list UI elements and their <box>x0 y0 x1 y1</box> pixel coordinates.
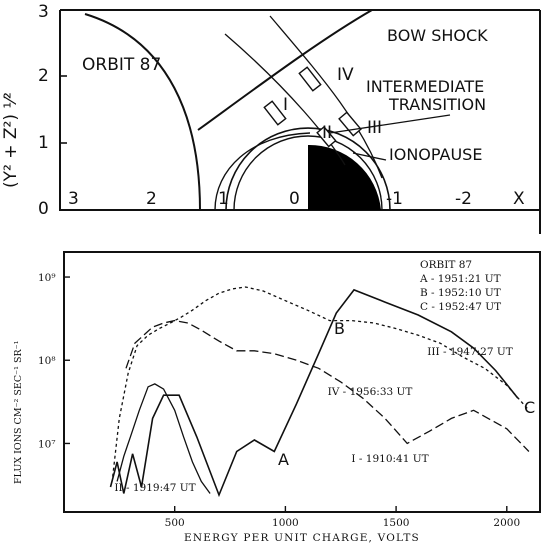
ionopause-outer <box>225 127 391 211</box>
diagram-y-axis-label: (Y² + Z²) ¹⁄² <box>1 92 21 188</box>
chart-x-axis-label: ENERGY PER UNIT CHARGE, VOLTS <box>184 532 420 544</box>
bow-shock-curve <box>84 13 201 211</box>
series-line-2 <box>125 319 530 452</box>
chart-ticks: 500 1000 1500 2000 10⁷ 10⁸ 10⁹ <box>38 272 520 529</box>
x-tick-1: 1 <box>218 189 229 209</box>
legend-entry-b: B - 1952:10 UT <box>420 287 501 299</box>
y-tick-label: 10⁹ <box>38 272 56 284</box>
label-bow-shock: BOW SHOCK <box>387 26 488 45</box>
x-tick-label: 2000 <box>493 517 520 529</box>
point-label-c: C <box>524 398 535 417</box>
series-label-2: IV - 1956:33 UT <box>328 386 413 398</box>
legend-title: ORBIT 87 <box>420 259 472 271</box>
segment-box-ii <box>316 125 337 148</box>
x-tick-label: 1000 <box>272 517 299 529</box>
y-tick-0: 0 <box>38 199 49 219</box>
point-label-a: A <box>278 450 289 469</box>
chart-frame <box>63 251 541 513</box>
chart-legend: ORBIT 87 A - 1951:21 UT B - 1952:10 UT C… <box>419 259 501 313</box>
legend-entry-c: C - 1952:47 UT <box>420 301 501 313</box>
label-ionopause: IONOPAUSE <box>389 145 482 164</box>
marker-i: I <box>283 95 288 115</box>
x-axis-letter: X <box>513 189 525 209</box>
x-tick-neg2: -2 <box>455 189 472 209</box>
bow-shock-curve-upper <box>197 9 373 131</box>
series-label-1: III - 1947:27 UT <box>427 346 512 358</box>
marker-ii: II <box>322 123 332 143</box>
series-label-3: I - 1910:41 UT <box>351 453 428 465</box>
chart-y-axis-label: FLUX IONS CM⁻² SEC⁻¹ SR⁻¹ <box>13 340 24 484</box>
series-line-4 <box>116 383 211 494</box>
planet-night-side <box>308 144 381 210</box>
orbit-diagram: 0 1 2 3 (Y² + Z²) ¹⁄² 3 2 1 0 -1 -2 X <box>1 2 541 234</box>
y-tick-3: 3 <box>38 2 49 22</box>
marker-iv: IV <box>337 65 354 85</box>
x-tick-label: 500 <box>165 517 185 529</box>
label-intermediate-transition: INTERMEDIATE TRANSITION <box>366 77 486 114</box>
segment-box-iv <box>298 66 322 92</box>
series-line-3 <box>112 286 530 477</box>
series-label-4: II - 1919:47 UT <box>114 482 195 494</box>
intermediate-transition-pointer <box>329 114 451 134</box>
chart-lines <box>109 286 530 498</box>
chart-series-labels: III - 1947:27 UT IV - 1956:33 UT I - 1910:… <box>114 346 512 494</box>
marker-iii: III <box>367 118 382 138</box>
x-tick-label: 1500 <box>383 517 410 529</box>
diagram-y-axis: 0 1 2 3 (Y² + Z²) ¹⁄² <box>1 2 67 219</box>
intermediate-boundary <box>214 132 311 211</box>
legend-entry-a: A - 1951:21 UT <box>419 273 501 285</box>
segment-box-i <box>263 100 287 126</box>
x-tick-2: 2 <box>146 189 157 209</box>
y-tick-2: 2 <box>38 66 49 86</box>
flux-chart: 500 1000 1500 2000 10⁷ 10⁸ 10⁹ III - 1947:27 U… <box>13 251 541 544</box>
diagram-x-axis: 3 2 1 0 -1 -2 X <box>68 189 525 209</box>
x-tick-3: 3 <box>68 189 79 209</box>
series-line-1 <box>109 288 519 498</box>
segment-box-iii <box>338 111 362 137</box>
y-tick-label: 10⁷ <box>38 438 56 450</box>
y-tick-label: 10⁸ <box>38 355 56 367</box>
orbit-title: ORBIT 87 <box>82 55 161 75</box>
orbit-path-inner <box>224 33 346 166</box>
ionopause-pointer <box>352 152 387 161</box>
point-label-b: B <box>334 319 345 338</box>
ionopause-inner <box>233 135 383 211</box>
y-tick-1: 1 <box>38 133 49 153</box>
x-tick-0: 0 <box>289 189 300 209</box>
